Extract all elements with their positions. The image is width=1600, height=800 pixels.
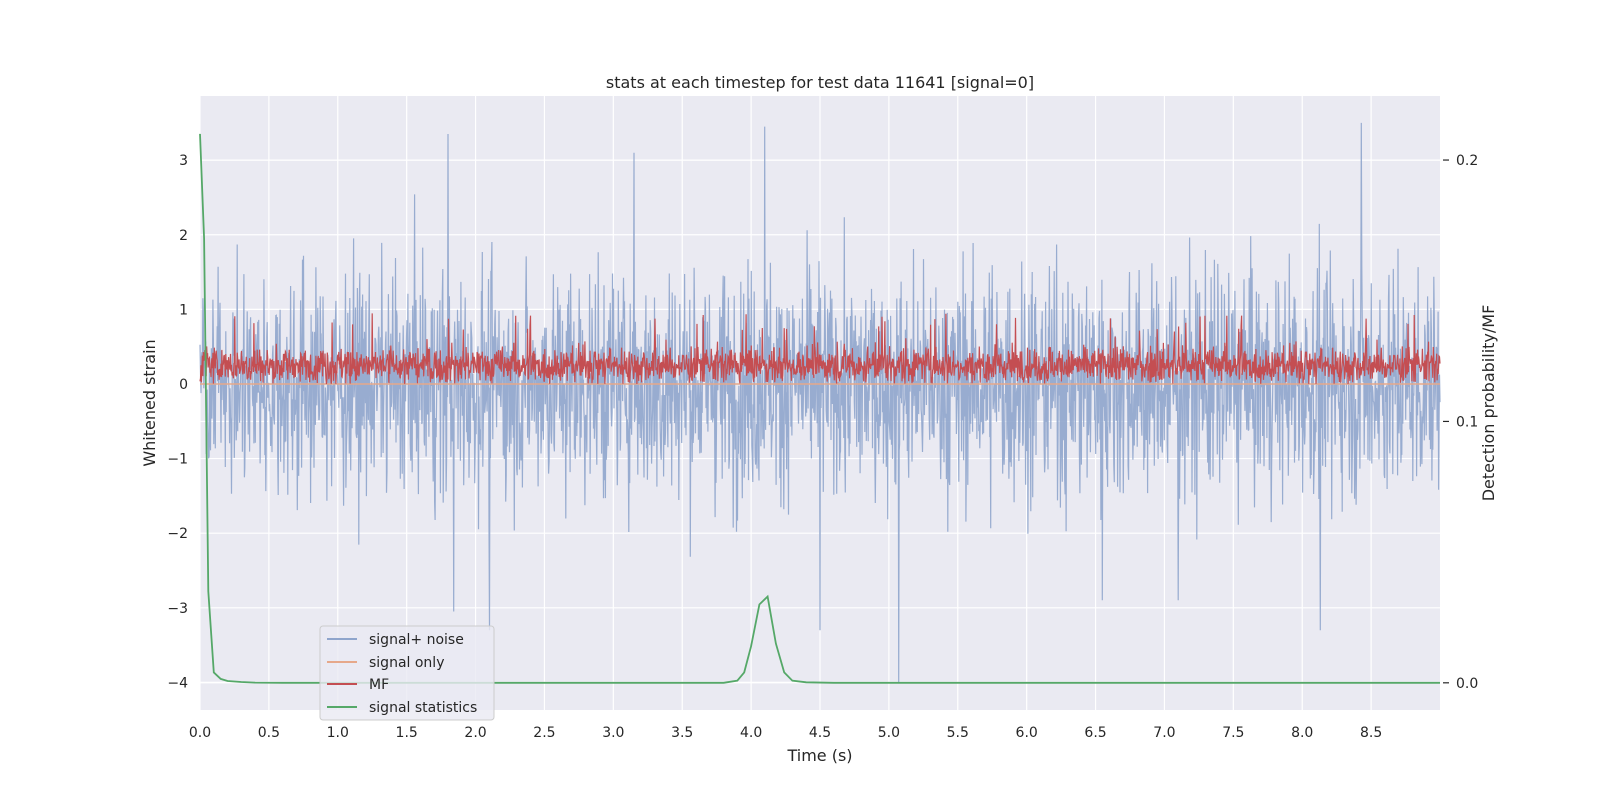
y-tick-label: −2 xyxy=(167,526,188,542)
series-layer xyxy=(199,122,1441,684)
y-tick-label: 1 xyxy=(179,302,188,318)
x-tick-label: 7.0 xyxy=(1153,725,1175,741)
x-tick-label: 3.5 xyxy=(671,725,693,741)
legend: signal+ noise signal only MF signal stat… xyxy=(319,625,495,721)
x-tick-label: 2.5 xyxy=(533,725,555,741)
x-tick-label: 3.0 xyxy=(602,725,624,741)
y-axis-label: Whitened strain xyxy=(140,339,159,466)
y-tick-label: −3 xyxy=(167,601,188,617)
x-tick-label: 4.5 xyxy=(809,725,831,741)
y2-tick-label: 0.2 xyxy=(1456,153,1478,169)
series-signal-statistics-line xyxy=(199,133,1440,684)
x-tick-label: 1.0 xyxy=(327,725,349,741)
y2-tick-label: 0.0 xyxy=(1456,676,1478,692)
series-signal-noise-line xyxy=(199,122,1441,683)
x-tick-label: 7.5 xyxy=(1222,725,1244,741)
y-tick-label: 3 xyxy=(179,153,188,169)
y2-tick-label: 0.1 xyxy=(1456,414,1478,430)
y-tick-label: −1 xyxy=(167,452,188,468)
series-mf-line xyxy=(199,313,1441,385)
x-tick-label: 6.0 xyxy=(1016,725,1038,741)
legend-label-signal-only: signal only xyxy=(369,655,444,671)
y-tick-label: −4 xyxy=(167,675,188,691)
legend-label-mf: MF xyxy=(369,677,389,693)
legend-box xyxy=(319,625,495,721)
x-axis-ticks: 0.0 0.5 1.0 1.5 2.0 2.5 3.0 3.5 4.0 4.5 5.0 5.5 6.0 6… xyxy=(189,725,1382,741)
y-tick-label: 2 xyxy=(179,228,188,244)
x-tick-label: 5.5 xyxy=(947,725,969,741)
legend-label-signal-noise: signal+ noise xyxy=(369,632,464,648)
x-tick-label: 0.5 xyxy=(258,725,280,741)
x-tick-label: 6.5 xyxy=(1084,725,1106,741)
x-tick-label: 2.0 xyxy=(464,725,486,741)
x-tick-label: 4.0 xyxy=(740,725,762,741)
x-tick-label: 5.0 xyxy=(878,725,900,741)
x-tick-label: 8.5 xyxy=(1360,725,1382,741)
chart-title: stats at each timestep for test data 116… xyxy=(606,73,1034,92)
y2-axis-label: Detection probability/MF xyxy=(1479,305,1498,502)
x-tick-label: 0.0 xyxy=(189,725,211,741)
y2-axis-ticks: 0.2 0.1 0.0 xyxy=(1443,153,1478,692)
x-axis-label: Time (s) xyxy=(786,746,852,765)
x-tick-label: 1.5 xyxy=(396,725,418,741)
y-axis-ticks: 3 2 1 0 −1 −2 −3 −4 xyxy=(167,153,188,691)
legend-label-signal-statistics: signal statistics xyxy=(369,700,477,716)
y-tick-label: 0 xyxy=(179,377,188,393)
x-tick-label: 8.0 xyxy=(1291,725,1313,741)
